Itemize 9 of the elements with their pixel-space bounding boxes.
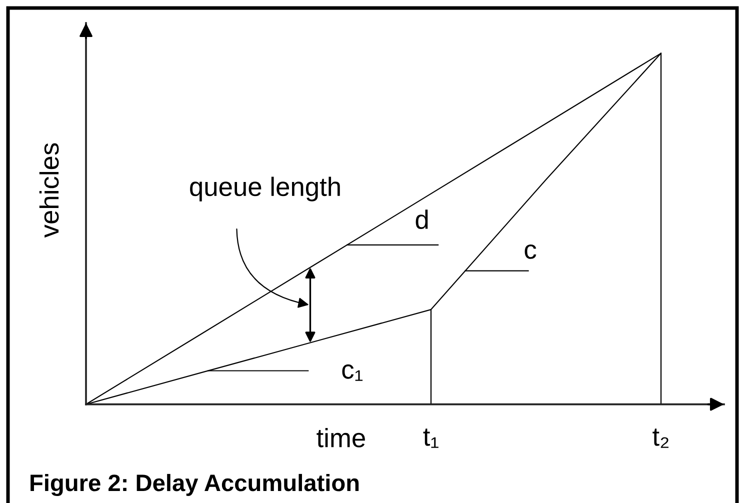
x-tick-label: t₁ (423, 428, 438, 448)
legend-label: c₁ (342, 364, 363, 381)
x-tick-label: t₂ (652, 428, 668, 448)
y-axis-title: vehicles (39, 143, 59, 238)
series-label: c (524, 244, 536, 259)
x-axis-title: time (316, 428, 365, 448)
caption: Figure 2: Delay Accumulation (30, 474, 359, 496)
annotation: queue length (190, 176, 340, 202)
series-label: d (416, 210, 428, 230)
